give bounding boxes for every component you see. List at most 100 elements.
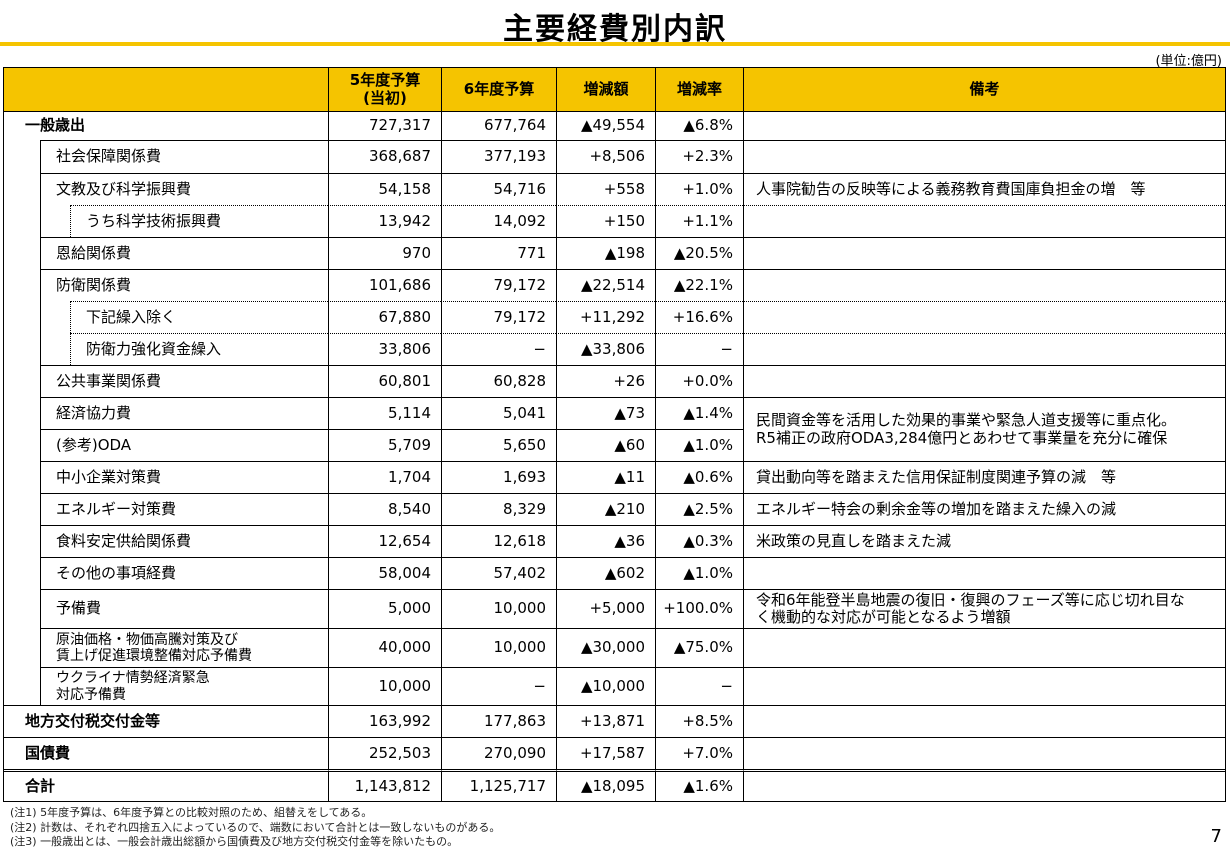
cell-value: 5,041	[441, 397, 556, 429]
cell-value: 12,618	[441, 525, 556, 557]
remark-cell	[743, 737, 1225, 769]
remark-cell: 人事院勧告の反映等による義務教育費国庫負担金の増 等	[743, 173, 1225, 205]
cell-value: ▲33,806	[556, 333, 655, 365]
cell-value: 270,090	[441, 737, 556, 769]
cell-value: ▲1.4%	[655, 397, 743, 429]
cell-value: ▲2.5%	[655, 493, 743, 525]
remark-cell	[743, 205, 1225, 237]
cell-value: ▲22.1%	[655, 269, 743, 301]
remark-cell: 令和6年能登半島地震の復旧・復興のフェーズ等に応じ切れ目な く機動的な対応が可能…	[743, 589, 1225, 628]
cell-value: 13,942	[328, 205, 441, 237]
cell-value: 57,402	[441, 557, 556, 589]
page-title: 主要経費別内訳	[503, 12, 727, 47]
cell-value: 10,000	[328, 667, 441, 705]
cell-value: 14,092	[441, 205, 556, 237]
cell-value: 60,801	[328, 365, 441, 397]
cell-value: +2.3%	[655, 140, 743, 173]
cell-value: +558	[556, 173, 655, 205]
note: (注3) 一般歳出とは、一般会計歳出総額から国債費及び地方交付税交付金等を除いた…	[10, 835, 459, 848]
row-label: 防衛力強化資金繰入	[70, 333, 328, 365]
cell-value: +8,506	[556, 140, 655, 173]
row-label: ウクライナ情勢経済緊急 対応予備費	[40, 667, 328, 705]
title-underline	[0, 42, 1230, 46]
cell-value: 1,693	[441, 461, 556, 493]
cell-value: 163,992	[328, 705, 441, 737]
cell-value: +17,587	[556, 737, 655, 769]
indent-line	[40, 140, 41, 705]
page-number: 7	[1210, 826, 1222, 847]
cell-value: +8.5%	[655, 705, 743, 737]
table-border	[3, 67, 1226, 802]
cell-value: −	[655, 333, 743, 365]
cell-value: ▲1.0%	[655, 557, 743, 589]
remark-cell	[743, 140, 1225, 173]
cell-value: ▲10,000	[556, 667, 655, 705]
note: (注2) 計数は、それぞれ四捨五入によっているので、端数において合計とは一致しな…	[10, 821, 501, 834]
remark-cell	[743, 301, 1225, 333]
remark-cell: エネルギー特会の剰余金等の増加を踏まえた繰入の減	[743, 493, 1225, 525]
cell-value: +0.0%	[655, 365, 743, 397]
cell-value: 33,806	[328, 333, 441, 365]
row-label: 地方交付税交付金等	[3, 705, 328, 737]
cell-value: 10,000	[441, 628, 556, 667]
cell-value: 12,654	[328, 525, 441, 557]
cell-value: ▲18,095	[556, 769, 655, 801]
cell-value: +1.1%	[655, 205, 743, 237]
cell-value: ▲20.5%	[655, 237, 743, 269]
cell-value: ▲60	[556, 429, 655, 461]
cell-value: 252,503	[328, 737, 441, 769]
cell-value: 10,000	[441, 589, 556, 628]
cell-value: −	[441, 333, 556, 365]
cell-value: −	[441, 667, 556, 705]
cell-value: 177,863	[441, 705, 556, 737]
remark-cell	[743, 333, 1225, 365]
remark-cell: 民間資金等を活用した効果的事業や緊急人道支援等に重点化。 R5補正の政府ODA3…	[743, 397, 1225, 461]
cell-value: 79,172	[441, 269, 556, 301]
remark-cell	[743, 237, 1225, 269]
cell-value: 727,317	[328, 111, 441, 140]
row-label: うち科学技術振興費	[70, 205, 328, 237]
remark-cell	[743, 705, 1225, 737]
note: (注1) 5年度予算は、6年度予算との比較対照のため、組替えをしてある。	[10, 806, 373, 819]
remark-cell	[743, 557, 1225, 589]
cell-value: ▲0.6%	[655, 461, 743, 493]
cell-value: 1,125,717	[441, 769, 556, 801]
column-header: 備考	[743, 67, 1226, 112]
cell-value: 377,193	[441, 140, 556, 173]
header-cell	[3, 67, 329, 112]
cell-value: 58,004	[328, 557, 441, 589]
cell-value: 368,687	[328, 140, 441, 173]
cell-value: 8,329	[441, 493, 556, 525]
remark-cell: 米政策の見直しを踏まえた減	[743, 525, 1225, 557]
cell-value: 1,704	[328, 461, 441, 493]
cell-value: +150	[556, 205, 655, 237]
row-label: 合計	[3, 769, 328, 801]
cell-value: +26	[556, 365, 655, 397]
cell-value: 5,114	[328, 397, 441, 429]
cell-value: 40,000	[328, 628, 441, 667]
unit-label: (単位:億円)	[1155, 54, 1222, 69]
cell-value: 5,000	[328, 589, 441, 628]
cell-value: +11,292	[556, 301, 655, 333]
cell-value: ▲1.0%	[655, 429, 743, 461]
remark-cell: 貸出動向等を踏まえた信用保証制度関連予算の減 等	[743, 461, 1225, 493]
cell-value: 54,158	[328, 173, 441, 205]
cell-value: 5,650	[441, 429, 556, 461]
row-label: 国債費	[3, 737, 328, 769]
cell-value: 60,828	[441, 365, 556, 397]
cell-value: ▲75.0%	[655, 628, 743, 667]
cell-value: +1.0%	[655, 173, 743, 205]
cell-value: 771	[441, 237, 556, 269]
cell-value: +5,000	[556, 589, 655, 628]
remark-cell	[743, 365, 1225, 397]
remark-cell	[743, 667, 1225, 705]
cell-value: ▲36	[556, 525, 655, 557]
cell-value: ▲73	[556, 397, 655, 429]
cell-value: 54,716	[441, 173, 556, 205]
cell-value: ▲210	[556, 493, 655, 525]
cell-value: ▲0.3%	[655, 525, 743, 557]
cell-value: ▲198	[556, 237, 655, 269]
row-label: 下記繰入除く	[70, 301, 328, 333]
cell-value: ▲49,554	[556, 111, 655, 140]
